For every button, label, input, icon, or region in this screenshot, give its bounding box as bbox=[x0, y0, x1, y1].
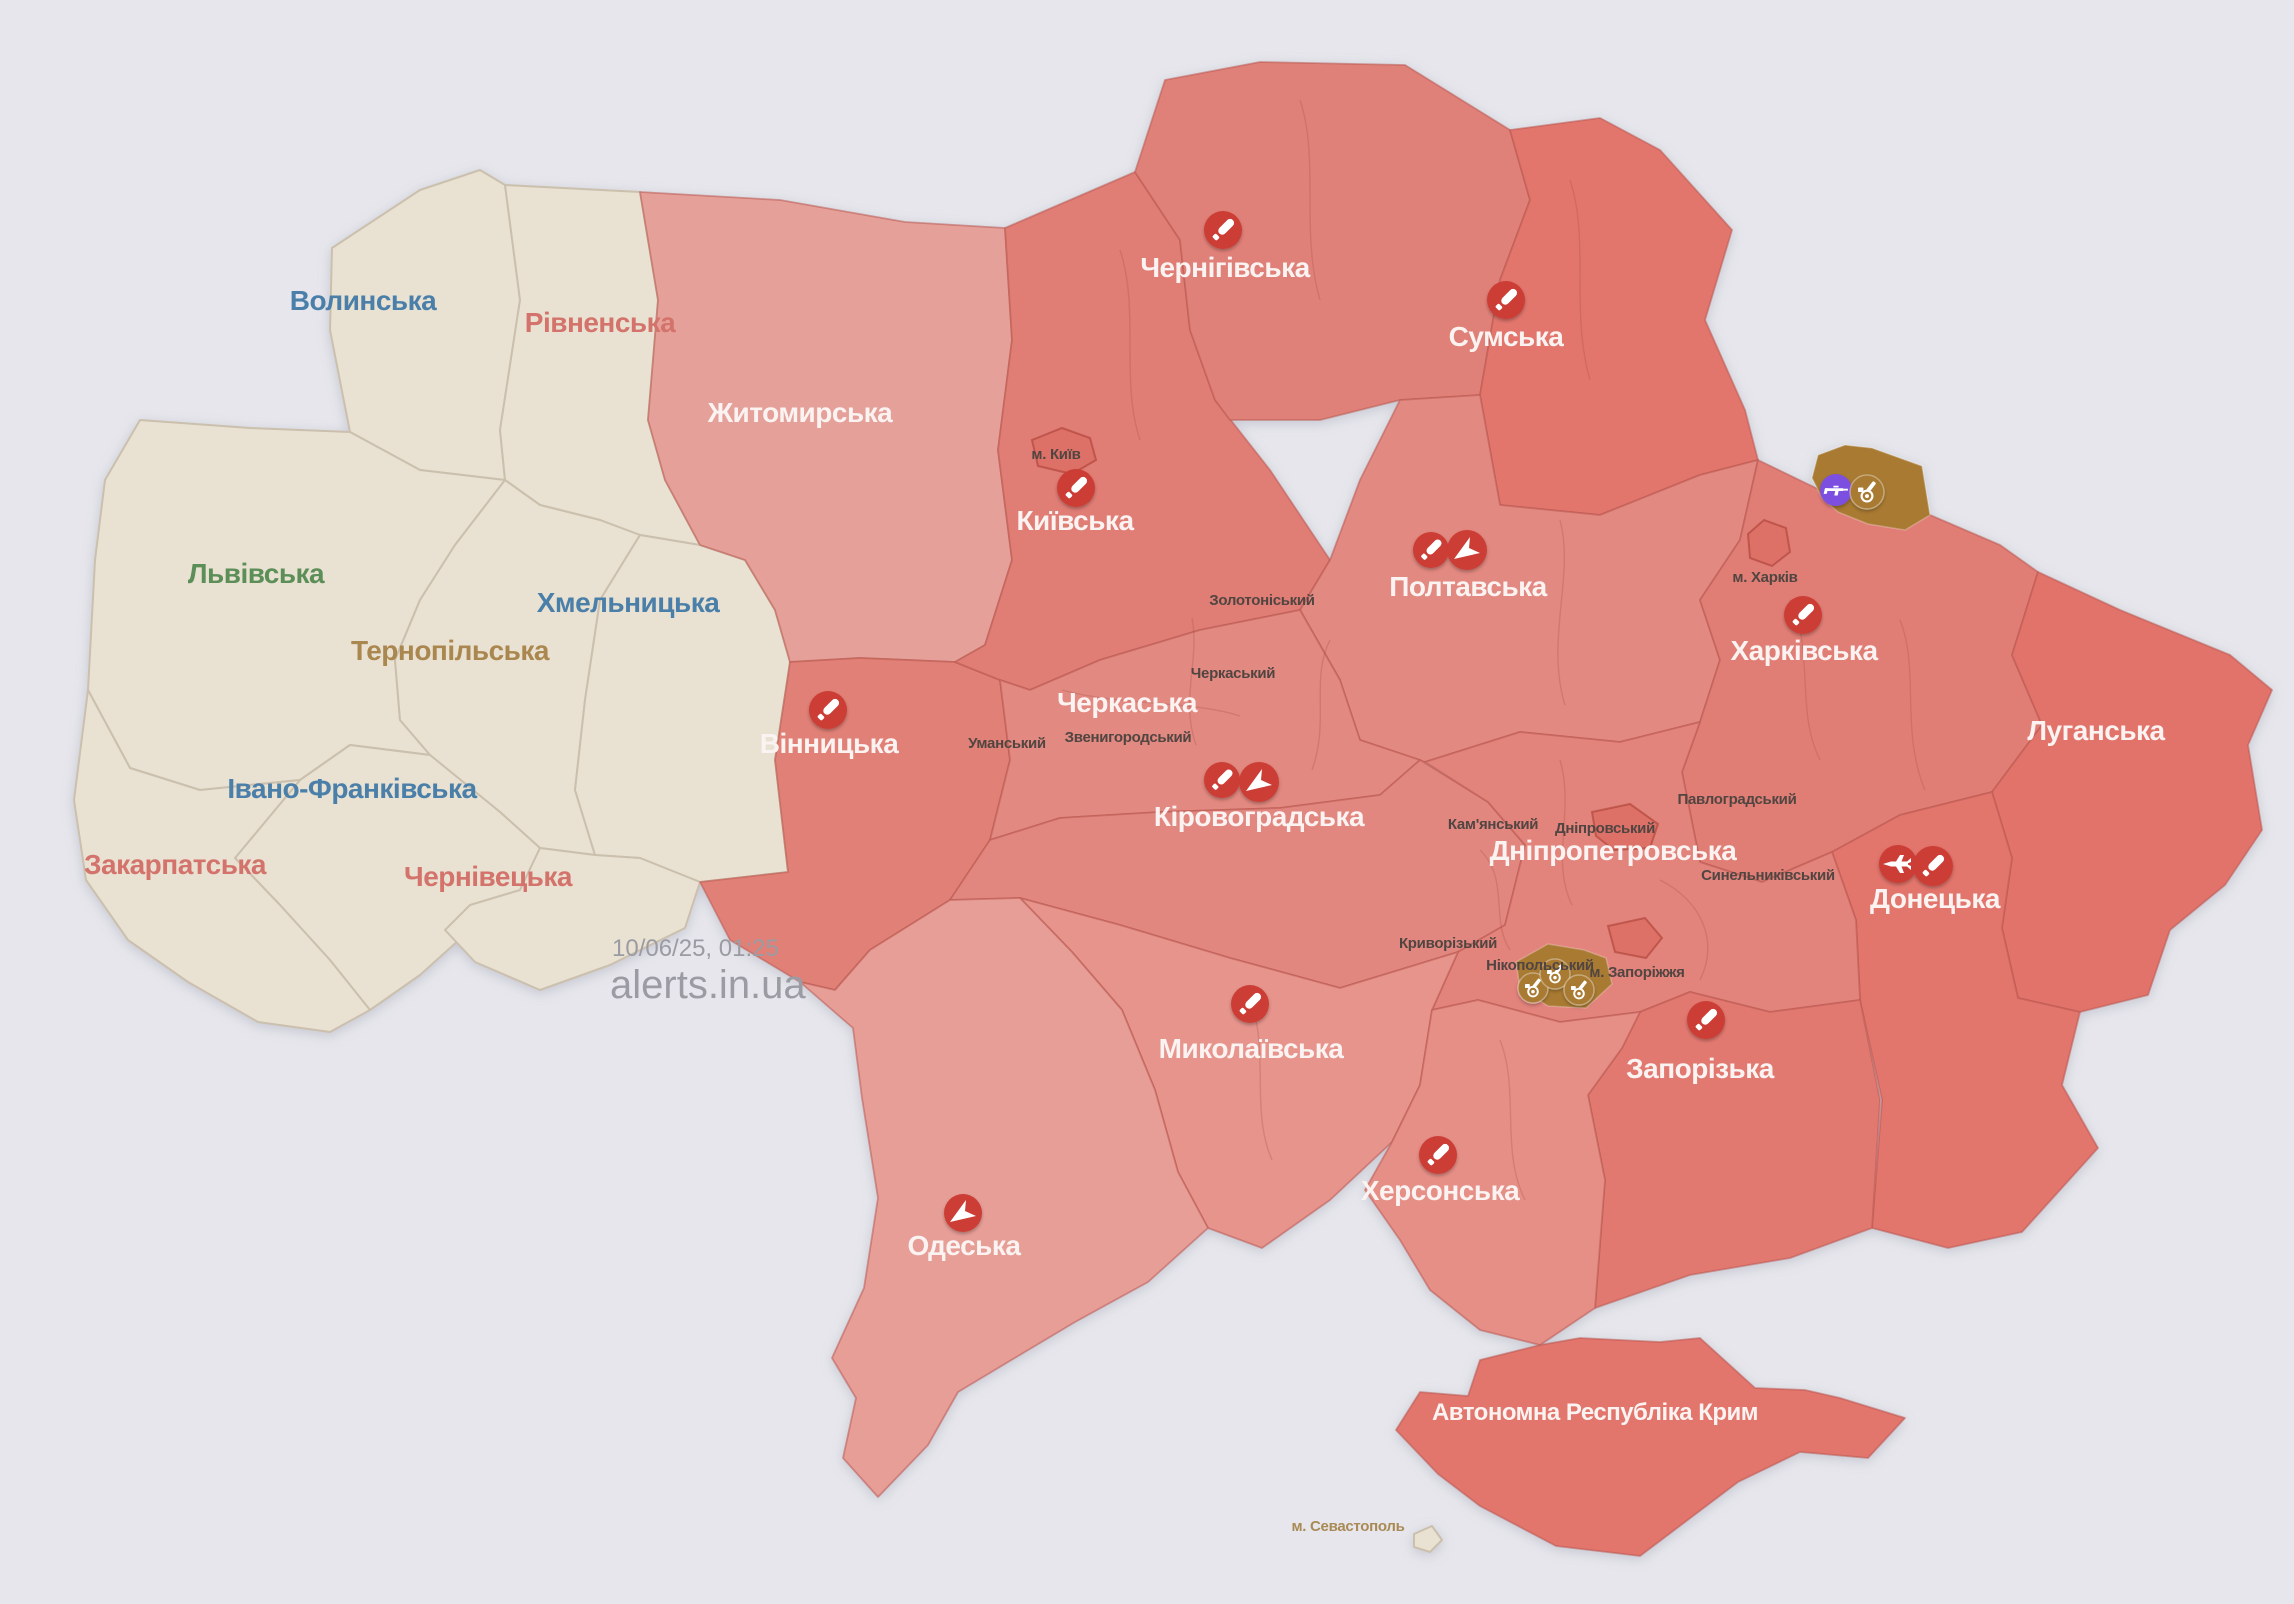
region-labels: Волинська Рівненська Львівська Тернопіль… bbox=[84, 252, 2166, 1426]
district-label-kharkiv-city: м. Харків bbox=[1732, 569, 1797, 586]
region-label-vinnytsia: Вінницька bbox=[760, 728, 899, 759]
region-chernivtsi[interactable] bbox=[444, 847, 701, 991]
region-donetsk[interactable] bbox=[1831, 791, 2099, 1249]
watermark: 10/06/25, 01:25 alerts.in.ua bbox=[610, 935, 806, 1007]
region-label-donetsk: Донецька bbox=[1870, 883, 2001, 914]
watermark-brand: alerts.in.ua bbox=[610, 963, 806, 1007]
missile-icon bbox=[1687, 1001, 1725, 1039]
district-label-zolotoniskyi: Золотоніський bbox=[1209, 592, 1315, 609]
missile-icon bbox=[1419, 1136, 1457, 1174]
district-label-pavlohradskyi: Павлоградський bbox=[1677, 791, 1796, 808]
missile-icon bbox=[809, 691, 847, 729]
region-label-volyn: Волинська bbox=[290, 285, 437, 316]
city-area-kharkiv[interactable] bbox=[1746, 518, 1792, 568]
district-label-nikopolskyi: Нікопольський bbox=[1486, 957, 1594, 974]
region-label-cherkasy: Черкаська bbox=[1057, 687, 1198, 718]
region-label-kharkiv: Харківська bbox=[1730, 635, 1878, 666]
district-label-kyiv-city: м. Київ bbox=[1031, 446, 1080, 463]
region-kherson[interactable] bbox=[1364, 999, 1641, 1346]
region-zakarpattia[interactable] bbox=[73, 689, 371, 1033]
region-label-lviv: Львівська bbox=[188, 558, 325, 589]
region-label-kyiv-oblast: Київська bbox=[1016, 505, 1134, 536]
region-odesa[interactable] bbox=[799, 897, 1209, 1498]
artillery-icon bbox=[1563, 974, 1595, 1006]
region-volyn[interactable] bbox=[329, 169, 521, 481]
region-label-sumy: Сумська bbox=[1449, 321, 1565, 352]
region-zaporizhzhia[interactable] bbox=[1587, 991, 1881, 1309]
drone-icon bbox=[944, 1194, 982, 1232]
district-label-umanskyi: Уманський bbox=[968, 735, 1046, 752]
city-area-sevastopol[interactable] bbox=[1413, 1525, 1443, 1553]
region-label-zaporizhzhia: Запорізька bbox=[1626, 1053, 1775, 1084]
rifle-icon bbox=[1820, 474, 1852, 506]
district-label-synelnykivskyi: Синельниківський bbox=[1701, 867, 1835, 884]
region-label-odesa: Одеська bbox=[908, 1230, 1022, 1261]
region-label-chernihiv: Чернігівська bbox=[1140, 252, 1310, 283]
district-label-kryvorizkyi: Криворізький bbox=[1399, 935, 1497, 952]
district-label-kamianskyi: Кам'янський bbox=[1448, 816, 1538, 833]
jet-icon bbox=[1879, 845, 1917, 883]
missile-icon bbox=[1913, 846, 1953, 886]
region-label-kirovohrad: Кіровоградська bbox=[1154, 801, 1365, 832]
drone-icon bbox=[1239, 762, 1279, 802]
region-label-ternopil: Тернопільська bbox=[351, 635, 550, 666]
missile-icon bbox=[1784, 596, 1822, 634]
city-area-zaporizhzhia[interactable] bbox=[1606, 916, 1664, 960]
missile-icon bbox=[1413, 532, 1449, 568]
region-label-crimea: Автономна Республіка Крим bbox=[1432, 1399, 1758, 1426]
missile-icon bbox=[1231, 985, 1269, 1023]
region-label-luhansk: Луганська bbox=[2027, 715, 2165, 746]
region-luhansk[interactable] bbox=[1991, 571, 2273, 1013]
region-crimea[interactable] bbox=[1395, 1337, 1906, 1557]
district-label-dniprovskyi: Дніпровський bbox=[1555, 820, 1655, 837]
missile-icon bbox=[1204, 211, 1242, 249]
region-label-zakarpattia: Закарпатська bbox=[84, 849, 267, 880]
region-label-poltava: Полтавська bbox=[1389, 571, 1547, 602]
threat-icons bbox=[809, 211, 1953, 1232]
district-label-cherkaskyi: Черкаський bbox=[1191, 665, 1275, 682]
drone-icon bbox=[1447, 530, 1487, 570]
district-label-sevastopol-city: м. Севастополь bbox=[1291, 1518, 1404, 1535]
city-area-kyiv[interactable] bbox=[1030, 426, 1098, 476]
missile-icon bbox=[1487, 281, 1525, 319]
missile-icon bbox=[1057, 469, 1095, 507]
district-label-zaporizhzhia-city: м. Запоріжжя bbox=[1589, 964, 1684, 981]
region-label-ivano-frankivsk: Івано-Франківська bbox=[227, 773, 477, 804]
region-label-chernivtsi: Чернівецька bbox=[404, 861, 573, 892]
artillery-icon bbox=[1849, 474, 1885, 510]
region-label-dnipro: Дніпропетровська bbox=[1490, 835, 1738, 866]
watermark-timestamp: 10/06/25, 01:25 bbox=[612, 935, 779, 962]
region-label-mykolaiv: Миколаївська bbox=[1159, 1033, 1345, 1064]
district-label-zvenyhorodskyi: Звенигородський bbox=[1065, 729, 1192, 746]
region-label-kherson: Херсонська bbox=[1361, 1175, 1520, 1206]
region-label-khmelnytskyi: Хмельницька bbox=[537, 587, 721, 618]
region-label-zhytomyr: Житомирська bbox=[707, 397, 893, 428]
region-label-rivne: Рівненська bbox=[525, 307, 676, 338]
city-area-dnipro[interactable] bbox=[1590, 802, 1660, 852]
missile-icon bbox=[1204, 762, 1240, 798]
district-labels: Золотоніський Черкаський Звенигородський… bbox=[968, 446, 1835, 1535]
artillery-icon bbox=[1539, 958, 1571, 990]
